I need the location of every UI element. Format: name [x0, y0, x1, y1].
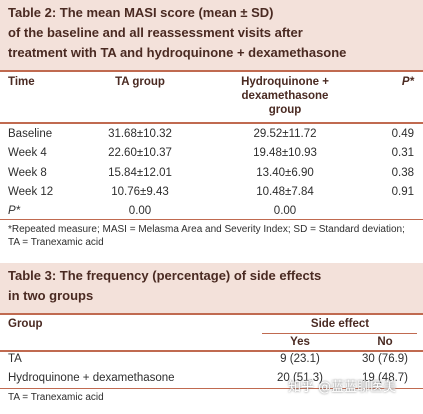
cell: 9 (23.1): [280, 353, 320, 365]
cell: 30 (76.9): [361, 353, 409, 365]
cell: 10.48±7.84: [256, 185, 314, 198]
cell: 15.84±12.01: [108, 166, 172, 179]
cell: 0.00: [273, 205, 297, 218]
rule: [0, 70, 423, 72]
cell: Week 4: [8, 147, 47, 160]
cell: Week 8: [8, 166, 47, 179]
cell: 0.00: [128, 205, 152, 218]
cell: 0.91: [391, 185, 414, 198]
cell: 19 (48.7): [361, 372, 409, 384]
header: No: [377, 336, 393, 348]
rule: [0, 350, 423, 352]
table2-title-block: [0, 0, 423, 70]
cell: 29.52±11.72: [253, 128, 317, 140]
table2-title: Table 2: The mean MASI score (mean ± SD): [8, 5, 274, 20]
cell: 0.31: [391, 147, 414, 160]
header: P*: [401, 76, 414, 88]
header: Hydroquinone + dexamethasone group: [241, 76, 329, 116]
rule: [0, 313, 423, 315]
cell: 20 (51.3): [276, 372, 324, 384]
cell: 19.48±10.93: [253, 147, 317, 160]
rule: [0, 219, 423, 220]
cell: 10.76±9.43: [111, 185, 169, 198]
header: Yes: [290, 336, 310, 348]
footnote: TA = Tranexamic acid: [8, 392, 104, 403]
table3-title: Table 3: The frequency (percentage) of s…: [8, 268, 322, 283]
watermark: 知乎 @蓝蓝聊医美: [288, 380, 397, 395]
cell: 31.68±10.32: [108, 128, 172, 140]
table2-title: of the baseline and all reassessment vis…: [8, 25, 303, 40]
header: Time: [8, 76, 35, 88]
rule: [0, 388, 423, 389]
header: Side effect: [310, 318, 370, 330]
footnote: *Repeated measure; MASI = Melasma Area a…: [8, 224, 405, 248]
table3-title: in two groups: [8, 288, 94, 303]
cell: 22.60±10.37: [108, 147, 172, 160]
rule: [0, 122, 423, 124]
header: Group: [8, 318, 43, 330]
cell: TA: [8, 353, 22, 365]
cell: P*: [8, 205, 21, 218]
cell: Week 12: [8, 185, 54, 198]
header: TA group: [115, 76, 165, 88]
cell: Hydroquinone + dexamethasone: [8, 372, 175, 384]
table2-title: treatment with TA and hydroquinone + dex…: [8, 45, 347, 60]
cell: Baseline: [8, 128, 53, 140]
rule: [262, 333, 417, 334]
table3-title-block: [0, 263, 423, 313]
cell: 0.38: [391, 166, 414, 179]
cell: 13.40±6.90: [256, 166, 314, 179]
cell: 0.49: [391, 128, 414, 140]
